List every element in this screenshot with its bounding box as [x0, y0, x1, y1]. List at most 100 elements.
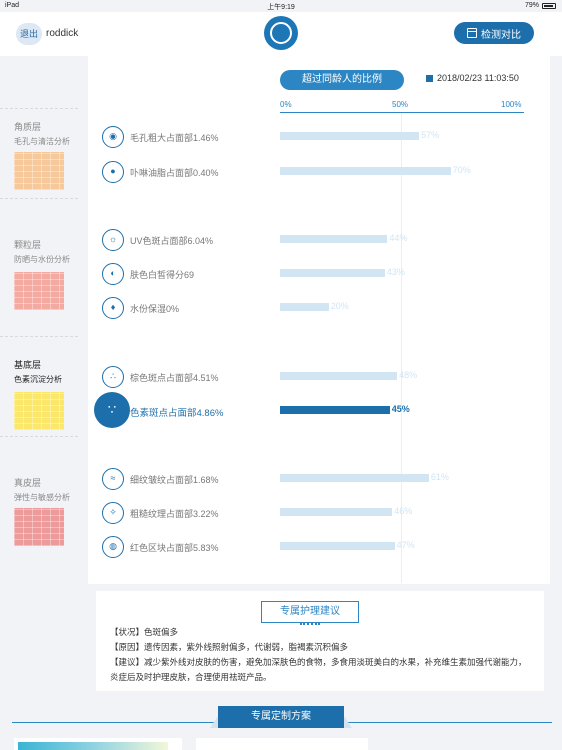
- metric-label: 棕色斑点占面部4.51%: [130, 373, 219, 383]
- metric-label: 卟啉油脂占面部0.40%: [130, 168, 219, 178]
- comparison-panel: 超过同龄人的比例 2018/02/23 11:03:50 0% 50% 100%…: [88, 56, 550, 584]
- metric-bar: [280, 132, 420, 140]
- calendar-icon: [467, 28, 477, 38]
- oil-icon: ●: [102, 161, 124, 183]
- plan-card[interactable]: [196, 738, 368, 750]
- battery-icon: [542, 2, 556, 9]
- metric-row[interactable]: ◉ 毛孔粗大占面部1.46% 57%: [102, 126, 542, 148]
- metric-row[interactable]: ✧ 粗糙纹理占面部3.22% 46%: [102, 502, 542, 524]
- axis-line: [280, 112, 524, 113]
- metric-value: 61%: [430, 472, 449, 482]
- brown-spot-icon: ∴: [102, 366, 124, 388]
- battery-status: 79%: [525, 2, 556, 9]
- metric-value: 46%: [394, 506, 413, 516]
- metric-label: 细纹皱纹占面部1.68%: [130, 475, 219, 485]
- metric-value: 48%: [399, 370, 418, 380]
- layer-desc: 色素沉淀分析: [14, 375, 62, 384]
- metric-bar: [280, 167, 451, 175]
- layer-item-basal[interactable]: 基底层 色素沉淀分析: [14, 358, 74, 385]
- layer-item-granular[interactable]: 颗粒层 防晒与水份分析: [14, 238, 74, 265]
- plan-card[interactable]: [14, 738, 182, 750]
- advice-dots: [300, 623, 320, 626]
- layer-desc: 弹性与敏感分析: [14, 493, 70, 502]
- metric-value: 47%: [396, 540, 415, 550]
- status-bar: iPad 上午9:19 79%: [0, 0, 562, 12]
- advice-suggestion: 【建议】减少紫外线对皮肤的伤害，避免加深肤色的食物，多食用淡斑美白的水果，补充维…: [110, 657, 527, 682]
- layer-desc: 防晒与水份分析: [14, 255, 70, 264]
- layer-swatch-granular[interactable]: [14, 272, 64, 310]
- layer-sidebar: 角质层 毛孔与清洁分析 颗粒层 防晒与水份分析 基底层 色素沉淀分析 真皮层 弹…: [0, 56, 78, 596]
- metric-value: 20%: [330, 301, 349, 311]
- app-logo-icon[interactable]: [264, 16, 298, 50]
- sidebar-divider: [0, 108, 78, 109]
- advice-condition: 【状况】色斑偏多: [110, 627, 179, 637]
- clock: 上午9:19: [267, 4, 295, 11]
- metric-value: 45%: [391, 404, 410, 414]
- plan-card-image: [18, 742, 168, 750]
- layer-swatch-dermis[interactable]: [14, 508, 64, 546]
- metric-row[interactable]: ◍ 红色区块占面部5.83% 47%: [102, 536, 542, 558]
- layer-item-stratum-corneum[interactable]: 角质层 毛孔与清洁分析: [14, 120, 74, 147]
- water-drop-icon: ♦: [102, 297, 124, 319]
- skin-tone-icon: ◐: [102, 263, 124, 285]
- metric-bar: [280, 406, 390, 414]
- metric-row[interactable]: ≈ 细纹皱纹占面部1.68% 61%: [102, 468, 542, 490]
- texture-icon: ✧: [102, 502, 124, 524]
- battery-percent: 79%: [524, 2, 539, 9]
- metric-label: 粗糙纹理占面部3.22%: [130, 509, 219, 519]
- metric-bar: [280, 542, 395, 550]
- metric-label: 毛孔粗大占面部1.46%: [130, 133, 219, 143]
- uv-spot-icon: ☼: [102, 229, 124, 251]
- layer-name: 基底层: [14, 360, 42, 370]
- axis-tick-100: 100%: [501, 100, 522, 109]
- metric-label: 肤色白皙得分69: [130, 270, 195, 280]
- legend-label: 2018/02/23 11:03:50: [437, 73, 519, 83]
- metric-row[interactable]: ● 卟啉油脂占面部0.40% 70%: [102, 161, 542, 183]
- metric-label: 水份保湿0%: [130, 304, 180, 314]
- metric-row[interactable]: ☼ UV色斑占面部6.04% 44%: [102, 229, 542, 251]
- metric-row[interactable]: ∴ 棕色斑点占面部4.51% 48%: [102, 366, 542, 388]
- metric-label: 色素斑点占面部4.86%: [130, 408, 224, 419]
- device-label: iPad: [5, 2, 20, 9]
- metric-row[interactable]: ◐ 肤色白皙得分69 43%: [102, 263, 542, 285]
- metric-row-selected[interactable]: ∵ 色素斑点占面部4.86% 45%: [94, 392, 542, 428]
- logout-button[interactable]: 退出: [16, 23, 42, 45]
- red-area-icon: ◍: [102, 536, 124, 558]
- layer-swatch-stratum-corneum[interactable]: [14, 152, 64, 190]
- layer-name: 颗粒层: [14, 240, 42, 250]
- midline: [401, 113, 402, 583]
- layer-name: 真皮层: [14, 478, 42, 488]
- metric-label: UV色斑占面部6.04%: [130, 236, 214, 246]
- metric-row[interactable]: ♦ 水份保湿0% 20%: [102, 297, 542, 319]
- care-advice-card: 专属护理建议 【状况】色斑偏多 【原因】遗传因素，紫外线照射偏多，代谢弱，脂褐素…: [96, 591, 544, 691]
- axis-tick-0: 0%: [280, 100, 292, 109]
- metric-value: 57%: [421, 130, 440, 140]
- advice-cause: 【原因】遗传因素，紫外线照射偏多，代谢弱，脂褐素沉积偏多: [110, 642, 349, 652]
- metric-value: 44%: [389, 233, 408, 243]
- advice-title[interactable]: 专属护理建议: [261, 601, 359, 623]
- layer-desc: 毛孔与清洁分析: [14, 137, 70, 146]
- username: roddick: [46, 28, 79, 39]
- compare-button-label: 检测对比: [481, 29, 521, 41]
- layer-swatch-basal[interactable]: [14, 392, 64, 430]
- sidebar-divider: [0, 436, 78, 437]
- chart-title: 超过同龄人的比例: [280, 70, 404, 90]
- metric-bar: [280, 269, 385, 277]
- pore-icon: ◉: [102, 126, 124, 148]
- compare-button[interactable]: 检测对比: [454, 22, 534, 44]
- legend-swatch: [426, 74, 433, 82]
- wrinkle-icon: ≈: [102, 468, 124, 490]
- metric-bar: [280, 303, 329, 311]
- metric-value: 43%: [386, 267, 405, 277]
- sidebar-divider: [0, 336, 78, 337]
- pigment-spot-icon: ∵: [94, 392, 130, 428]
- plan-title[interactable]: 专属定制方案: [210, 706, 352, 728]
- axis-tick-50: 50%: [392, 100, 409, 109]
- layer-item-dermis[interactable]: 真皮层 弹性与敏感分析: [14, 476, 74, 503]
- top-bar: 退出 roddick 检测对比: [0, 12, 562, 56]
- layer-name: 角质层: [14, 122, 42, 132]
- metric-label: 红色区块占面部5.83%: [130, 543, 219, 553]
- advice-text: 【状况】色斑偏多 【原因】遗传因素，紫外线照射偏多，代谢弱，脂褐素沉积偏多 【建…: [110, 625, 534, 685]
- metric-value: 70%: [452, 165, 471, 175]
- chart-legend: 2018/02/23 11:03:50: [426, 73, 519, 83]
